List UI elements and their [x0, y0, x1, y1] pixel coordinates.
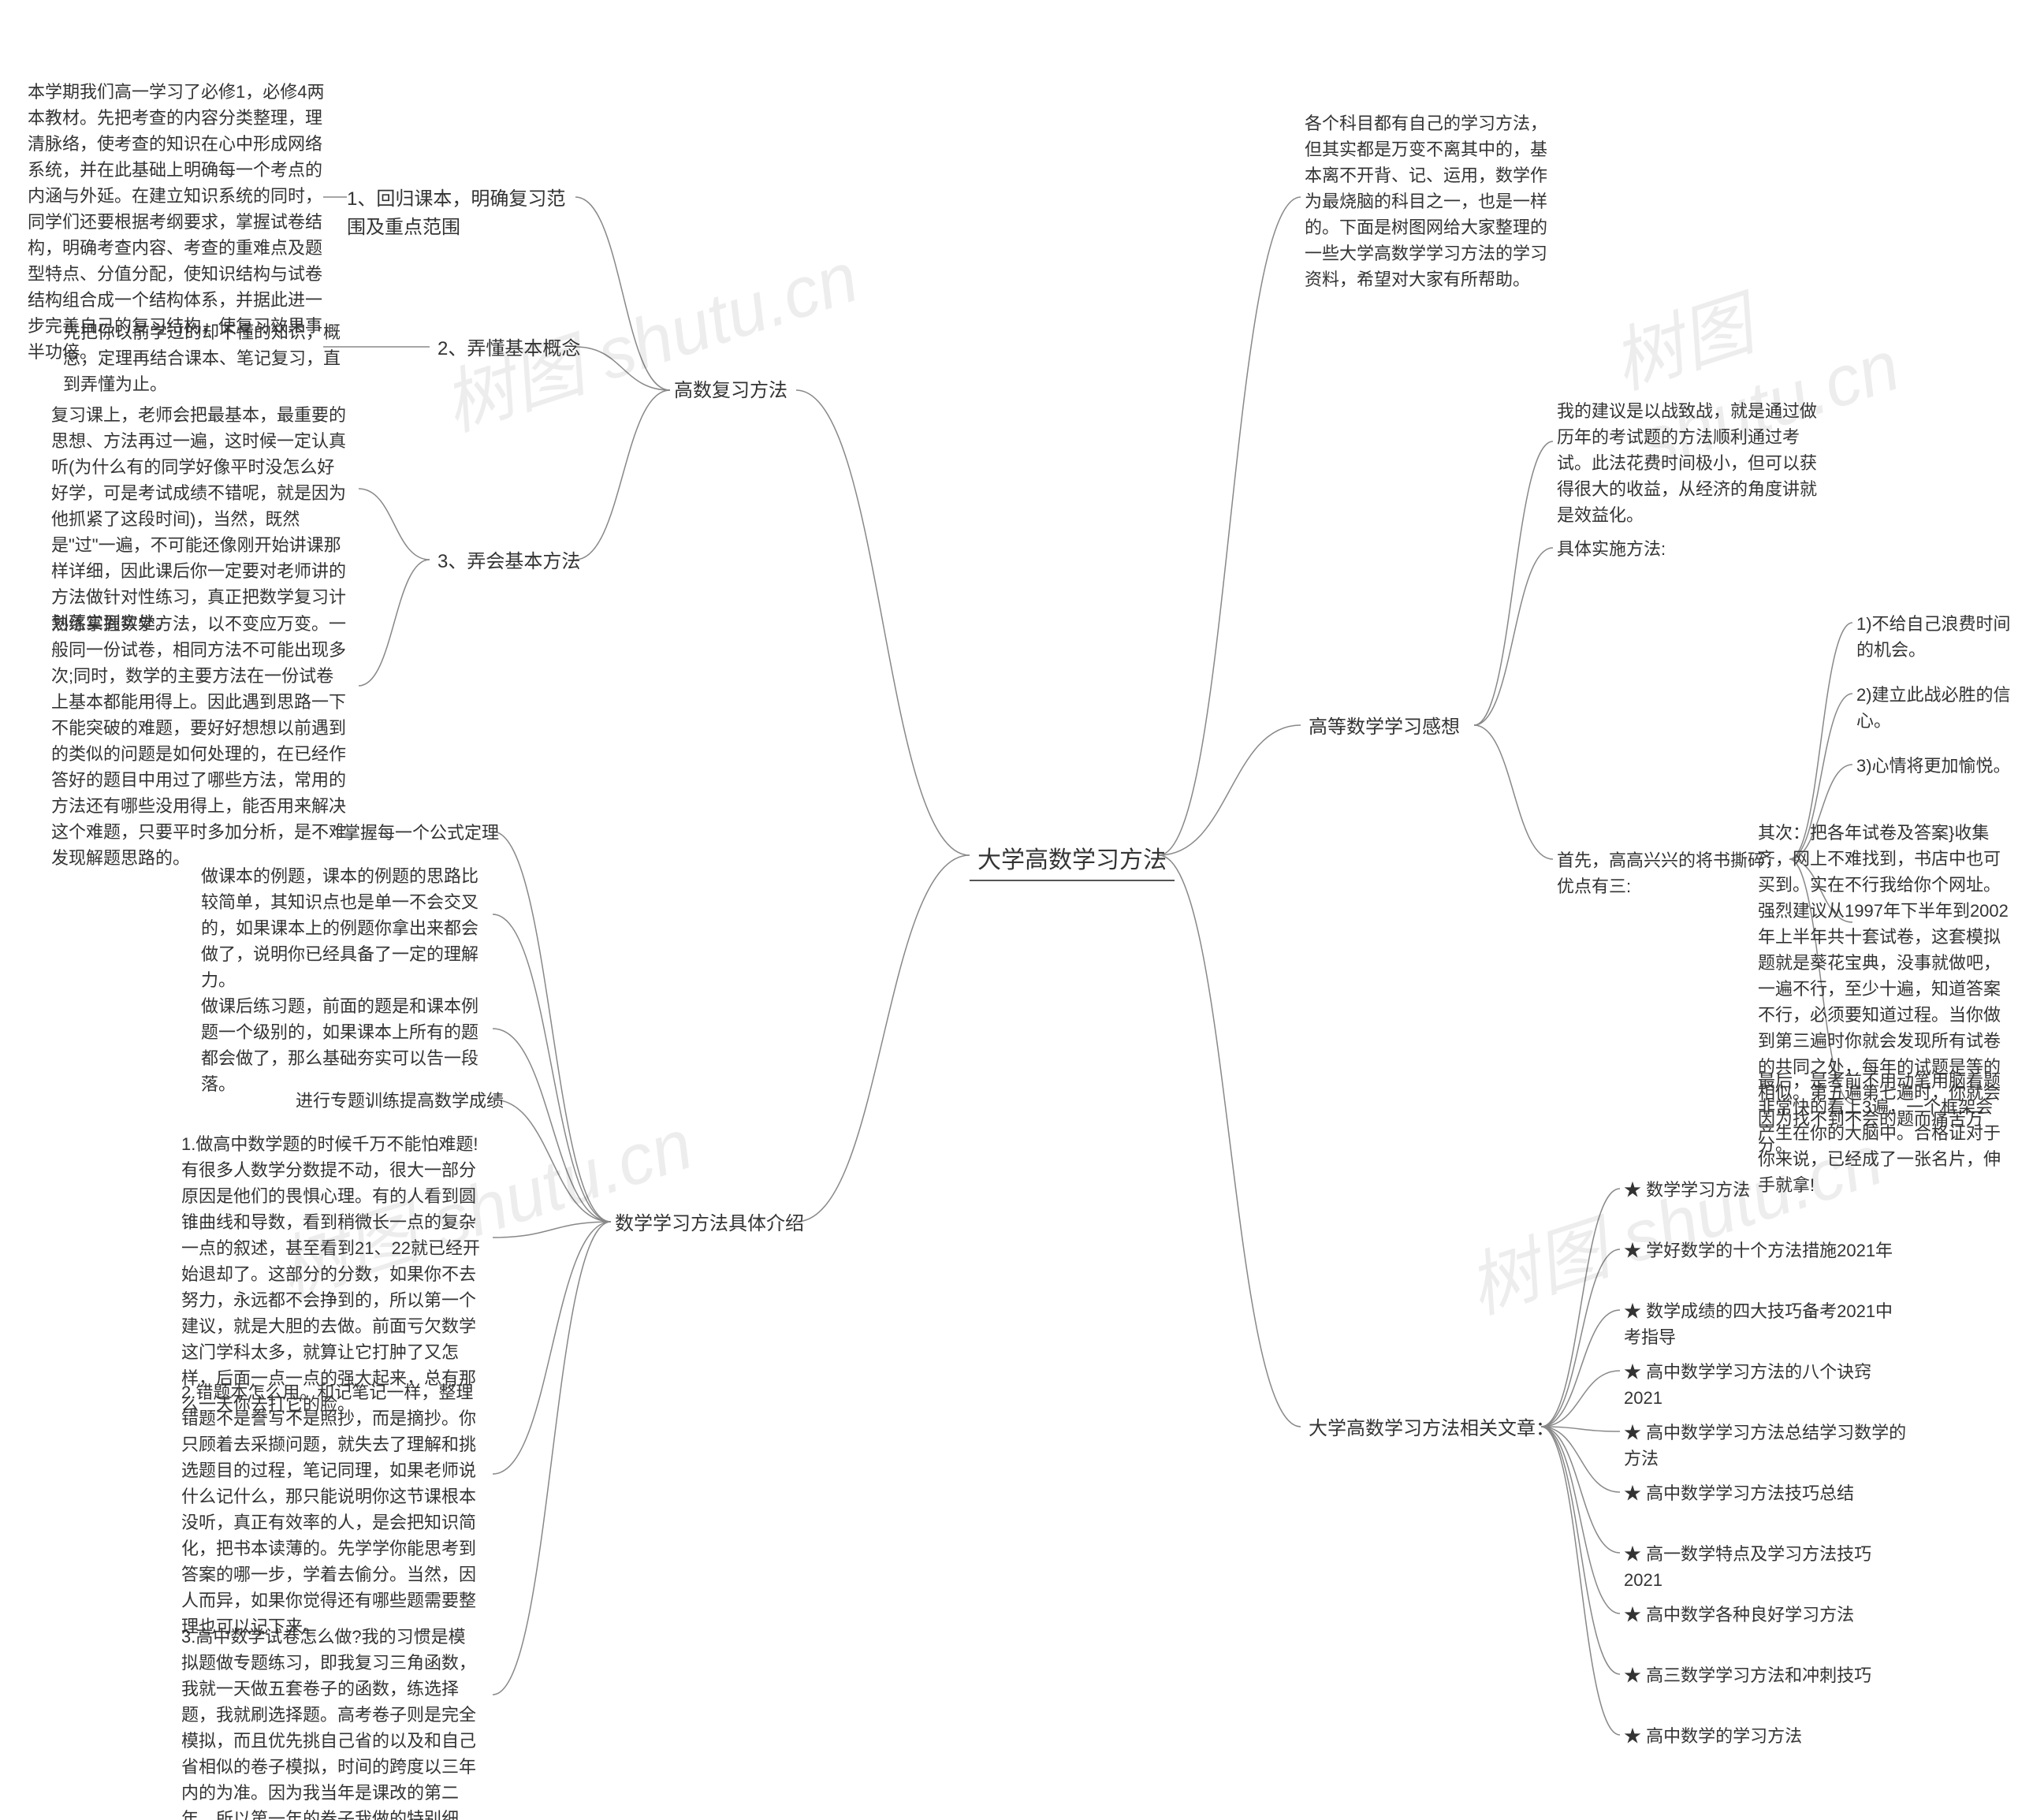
detail-d7: 3.高中数学试卷怎么做?我的习惯是模拟题做专题练习，即我复习三角函数，我就一天做… [181, 1624, 481, 1820]
branch-review: 高数复习方法 [674, 377, 787, 405]
ganxiang-p2: 具体实施方法: [1557, 536, 1666, 562]
related-r2: ★ 学好数学的十个方法措施2021年 [1624, 1238, 1893, 1264]
related-r8: ★ 高中数学各种良好学习方法 [1624, 1602, 1854, 1628]
right-intro: 各个科目都有自己的学习方法，但其实都是万变不离其中的，基本离不开背、记、运用，数… [1305, 110, 1557, 292]
related-r3: ★ 数学成绩的四大技巧备考2021中考指导 [1624, 1298, 1908, 1350]
ganxiang-a3: 3)心情将更加愉悦。 [1856, 753, 2011, 779]
review-item-1: 1、回归课本，明确复习范围及重点范围 [347, 185, 583, 242]
related-r9: ★ 高三数学学习方法和冲刺技巧 [1624, 1662, 1871, 1688]
review-item-3: 3、弄会基本方法 [437, 548, 580, 576]
ganxiang-a1: 1)不给自己浪费时间的机会。 [1856, 611, 2018, 663]
ganxiang-p5: 最后，是考前不用动笔用脑看题非常快的看上3遍，一个框架会产生在你的大脑中。合格证… [1758, 1068, 2010, 1198]
review-item-2: 2、弄懂基本概念 [437, 335, 580, 363]
detail-d1: 掌握每一个公式定理 [343, 820, 499, 846]
detail-d2: 做课本的例题，课本的例题的思路比较简单，其知识点也是单一不会交叉的，如果课本上的… [201, 863, 485, 993]
related-r4: ★ 高中数学学习方法的八个诀窍2021 [1624, 1359, 1908, 1411]
related-r6: ★ 高中数学学习方法技巧总结 [1624, 1480, 1854, 1506]
detail-d4: 进行专题训练提高数学成绩 [296, 1088, 504, 1114]
branch-ganxiang: 高等数学学习感想 [1309, 713, 1460, 742]
detail-d5: 1.做高中数学题的时候千万不能怕难题!有很多人数学分数提不动，很大一部分原因是他… [181, 1131, 481, 1417]
review-item-3-note-1: 复习课上，老师会把最基本，最重要的思想、方法再过一遍，这时候一定认真听(为什么有… [51, 402, 351, 636]
related-r1: ★ 数学学习方法 [1624, 1177, 1750, 1203]
ganxiang-a2: 2)建立此战必胜的信心。 [1856, 682, 2018, 734]
review-item-3-note-2: 熟练掌握数学方法，以不变应万变。一般同一份试卷，相同方法不可能出现多次;同时，数… [51, 611, 351, 871]
branch-related: 大学高数学习方法相关文章： [1309, 1415, 1554, 1443]
root-node: 大学高数学习方法 [970, 836, 1175, 881]
related-r5: ★ 高中数学学习方法总结学习数学的方法 [1624, 1420, 1908, 1472]
branch-detail: 数学学习方法具体介绍 [615, 1210, 804, 1238]
related-r7: ★ 高一数学特点及学习方法技巧2021 [1624, 1541, 1908, 1593]
ganxiang-p1: 我的建议是以战致战，就是通过做历年的考试题的方法顺利通过考试。此法花费时间极小，… [1557, 398, 1825, 528]
review-item-2-note: 先把你以前学过的却不懂的知识，概念，定理再结合课本、笔记复习，直到弄懂为止。 [63, 319, 347, 397]
detail-d6: 2.错题本怎么用。和记笔记一样，整理错题不是誊写不是照抄，而是摘抄。你只顾着去采… [181, 1379, 481, 1639]
related-r10: ★ 高中数学的学习方法 [1624, 1723, 1802, 1749]
detail-d3: 做课后练习题，前面的题是和课本例题一个级别的，如果课本上所有的题都会做了，那么基… [201, 993, 485, 1097]
